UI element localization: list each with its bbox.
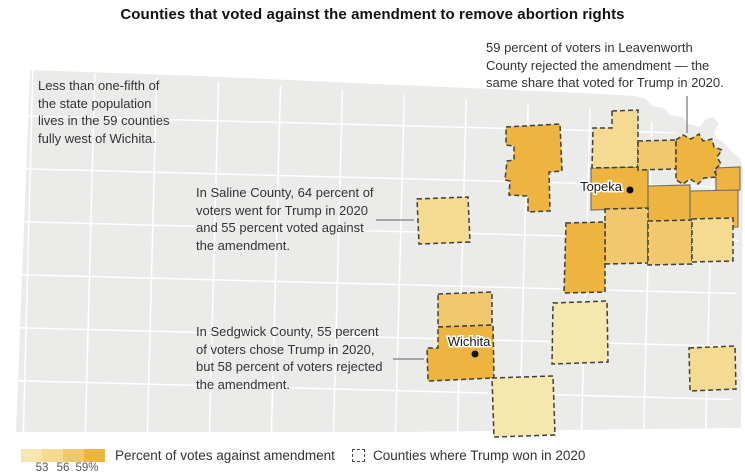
- county-sedgwick: [426, 324, 495, 382]
- county-jefferson: [637, 139, 677, 171]
- county-butler: [551, 300, 609, 365]
- ramp-swatch: [84, 449, 105, 462]
- annotation-sedgwick: In Sedgwick County, 55 percent of voters…: [196, 324, 383, 392]
- ramp-tick: 56: [56, 462, 70, 474]
- dashed-county-icon: [352, 449, 365, 462]
- county-lyon: [563, 221, 606, 294]
- county-miami: [691, 217, 734, 263]
- county-crawford: [688, 345, 737, 392]
- ramp-swatch: [42, 449, 63, 462]
- county-osage: [604, 207, 649, 265]
- ramp-tick: 53: [35, 462, 49, 474]
- annotation-west-kansas: Less than one-fifth of the state populat…: [38, 78, 170, 146]
- county-leavenworth: [675, 132, 724, 185]
- legend: 53 56 59% Percent of votes against amend…: [0, 444, 745, 475]
- county-saline: [416, 196, 471, 245]
- city-dot-wichita: [471, 350, 479, 358]
- city-label-topeka: Topeka: [580, 179, 623, 194]
- county-franklin: [647, 219, 693, 266]
- county-harvey: [437, 291, 493, 328]
- county-sumner: [491, 375, 556, 438]
- annotation-saline: In Saline County, 64 percent of voters w…: [196, 185, 374, 253]
- page-title: Counties that voted against the amendmen…: [120, 6, 625, 23]
- county-riley: [504, 123, 563, 213]
- ramp-tick: 59%: [75, 462, 99, 474]
- trump-legend-label: Counties where Trump won in 2020: [373, 448, 586, 463]
- city-label-wichita: Wichita: [448, 334, 491, 349]
- county-wyandotte: [715, 166, 741, 192]
- ramp-label: Percent of votes against amendment: [115, 448, 335, 463]
- ramp-swatch: [63, 449, 84, 462]
- annotation-leavenworth: 59 percent of voters in Leavenworth Coun…: [486, 40, 724, 90]
- city-dot-topeka: [626, 186, 634, 194]
- color-ramp: [21, 449, 105, 462]
- county-jackson: [591, 109, 639, 169]
- ramp-swatch: [21, 449, 42, 462]
